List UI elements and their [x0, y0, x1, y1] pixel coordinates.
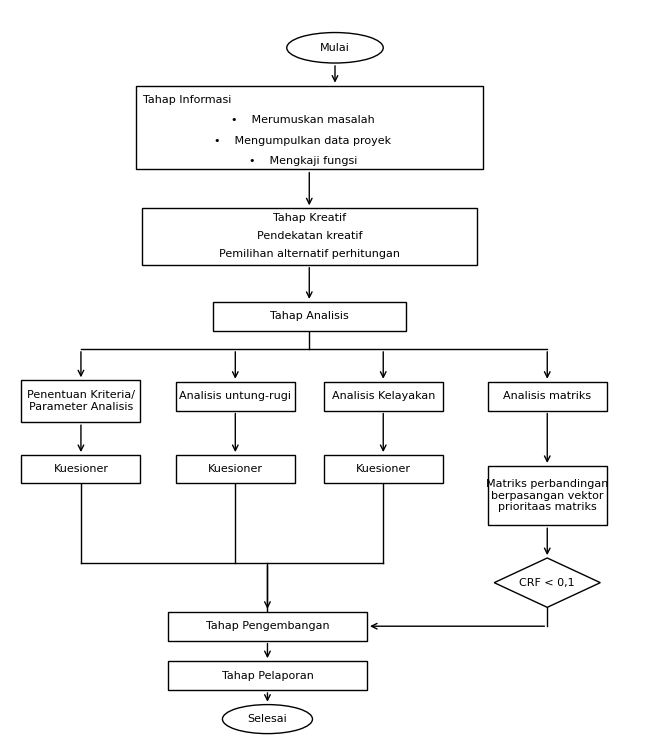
Text: Penentuan Kriteria/
Parameter Analisis: Penentuan Kriteria/ Parameter Analisis	[27, 390, 135, 412]
Text: Analisis untung-rugi: Analisis untung-rugi	[180, 391, 291, 401]
Text: Kuesioner: Kuesioner	[356, 463, 411, 474]
Text: •    Merumuskan masalah: • Merumuskan masalah	[231, 116, 375, 125]
Text: Pendekatan kreatif: Pendekatan kreatif	[257, 231, 362, 240]
Ellipse shape	[222, 705, 312, 733]
Text: Selesai: Selesai	[248, 714, 287, 724]
Text: Pemilihan alternatif perhitungan: Pemilihan alternatif perhitungan	[219, 249, 400, 259]
FancyBboxPatch shape	[488, 466, 607, 525]
Polygon shape	[494, 558, 600, 607]
Ellipse shape	[287, 33, 383, 63]
FancyBboxPatch shape	[21, 380, 141, 423]
Text: Analisis matriks: Analisis matriks	[503, 391, 592, 401]
Text: Tahap Kreatif: Tahap Kreatif	[273, 213, 346, 223]
Text: Kuesioner: Kuesioner	[54, 463, 109, 474]
FancyBboxPatch shape	[135, 86, 483, 169]
Text: •    Mengumpulkan data proyek: • Mengumpulkan data proyek	[214, 135, 391, 146]
FancyBboxPatch shape	[488, 382, 607, 411]
Text: CRF < 0,1: CRF < 0,1	[519, 578, 575, 587]
Text: •    Mengkaji fungsi: • Mengkaji fungsi	[249, 156, 357, 166]
Text: Tahap Informasi: Tahap Informasi	[143, 95, 232, 105]
FancyBboxPatch shape	[168, 661, 367, 690]
FancyBboxPatch shape	[168, 612, 367, 641]
FancyBboxPatch shape	[21, 455, 141, 482]
FancyBboxPatch shape	[324, 382, 443, 411]
Text: Tahap Analisis: Tahap Analisis	[270, 311, 348, 321]
Text: Tahap Pengembangan: Tahap Pengembangan	[206, 621, 329, 631]
Text: Matriks perbandingan
berpasangan vektor
prioritaas matriks: Matriks perbandingan berpasangan vektor …	[486, 479, 608, 512]
FancyBboxPatch shape	[142, 208, 476, 265]
Text: Analisis Kelayakan: Analisis Kelayakan	[332, 391, 435, 401]
Text: Kuesioner: Kuesioner	[208, 463, 263, 474]
FancyBboxPatch shape	[213, 302, 406, 331]
Text: Tahap Pelaporan: Tahap Pelaporan	[222, 671, 314, 680]
FancyBboxPatch shape	[176, 382, 295, 411]
Text: Mulai: Mulai	[320, 43, 350, 53]
FancyBboxPatch shape	[176, 455, 295, 482]
FancyBboxPatch shape	[324, 455, 443, 482]
